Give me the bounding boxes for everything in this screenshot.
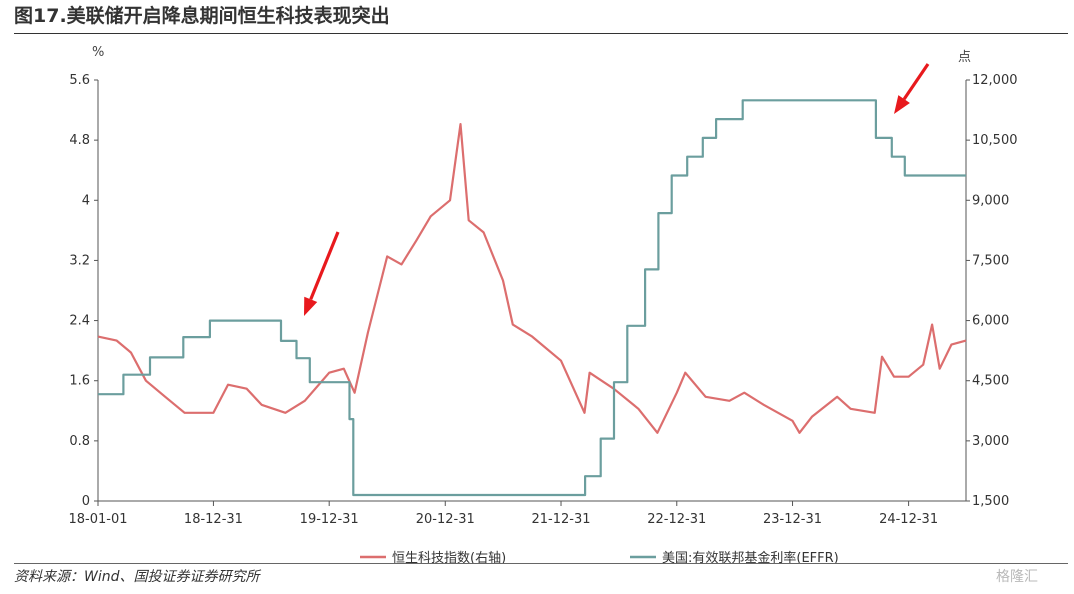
x-tick-label: 21-12-31 (532, 512, 591, 527)
source-note: 资料来源：Wind、国投证券证券研究所 (14, 569, 260, 585)
left-tick-label: 3.2 (69, 253, 90, 268)
left-tick-label: 2.4 (69, 314, 90, 329)
right-tick-label: 4,500 (972, 374, 1009, 389)
left-tick-label: 4.8 (69, 133, 90, 148)
x-tick-label: 19-12-31 (300, 512, 359, 527)
x-tick-label: 22-12-31 (647, 512, 706, 527)
left-tick-label: 0.8 (69, 434, 90, 449)
right-tick-label: 6,000 (972, 314, 1009, 329)
title-rule (14, 33, 1068, 34)
x-tick-label: 20-12-31 (416, 512, 475, 527)
x-tick-label: 23-12-31 (763, 512, 822, 527)
right-tick-label: 3,000 (972, 434, 1009, 449)
right-tick-label: 12,000 (972, 73, 1018, 88)
figure-title: 图17.美联储开启降息期间恒生科技表现突出 (14, 5, 390, 27)
left-axis-unit: % (92, 45, 105, 60)
right-tick-label: 9,000 (972, 193, 1009, 208)
right-tick-label: 1,500 (972, 494, 1009, 509)
legend-label: 恒生科技指数(右轴) (392, 551, 506, 566)
x-tick-label: 24-12-31 (879, 512, 938, 527)
annotation-arrow-2019-head (304, 296, 318, 316)
x-tick-label: 18-01-01 (68, 512, 127, 527)
watermark-logo: 格隆汇 (996, 569, 1038, 585)
series-line-hstech (97, 122, 967, 434)
left-tick-label: 4 (82, 193, 90, 208)
left-tick-label: 1.6 (69, 374, 90, 389)
annotation-arrow-2024-head (894, 95, 910, 114)
right-tick-label: 10,500 (972, 133, 1018, 148)
legend-label: 美国:有效联邦基金利率(EFFR) (662, 550, 839, 566)
right-tick-label: 7,500 (972, 253, 1009, 268)
annotation-arrow-2024-shaft (902, 63, 930, 101)
annotation-arrow-2019-shaft (309, 231, 340, 300)
footer-rule (14, 563, 1068, 564)
left-tick-label: 0 (82, 494, 90, 509)
x-tick-label: 18-12-31 (184, 512, 243, 527)
left-tick-label: 5.6 (69, 73, 90, 88)
series-line-effr (98, 99, 966, 497)
right-axis-unit: 点 (958, 50, 972, 65)
